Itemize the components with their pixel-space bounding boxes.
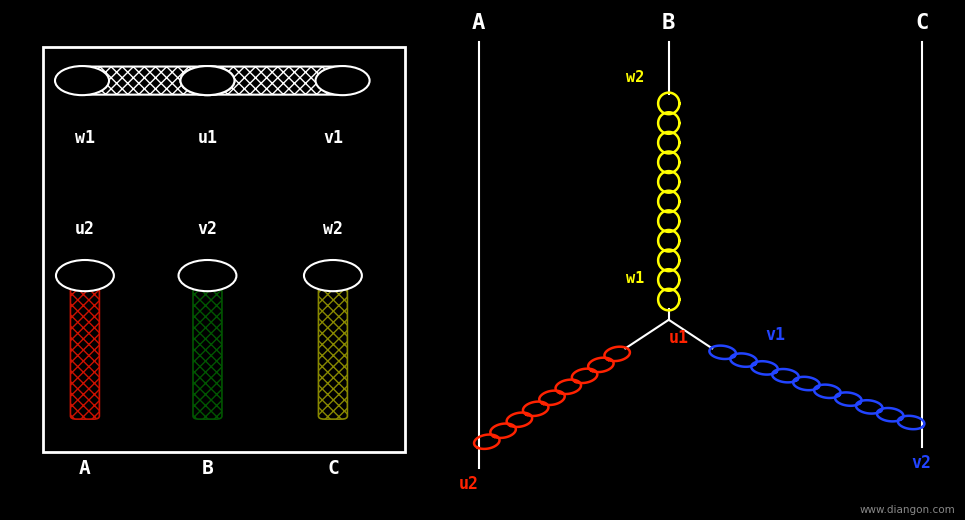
- Circle shape: [179, 260, 236, 291]
- Circle shape: [180, 66, 234, 95]
- Circle shape: [55, 66, 109, 95]
- Text: A: A: [472, 14, 485, 33]
- Text: w1: w1: [75, 129, 95, 147]
- Text: u2: u2: [75, 220, 95, 238]
- Text: B: B: [662, 14, 675, 33]
- FancyBboxPatch shape: [193, 285, 222, 419]
- Text: w2: w2: [626, 71, 645, 85]
- Text: u2: u2: [459, 475, 479, 492]
- FancyBboxPatch shape: [74, 67, 215, 95]
- Text: v2: v2: [912, 454, 931, 472]
- FancyBboxPatch shape: [318, 285, 347, 419]
- Text: u1: u1: [198, 129, 217, 147]
- FancyBboxPatch shape: [70, 285, 99, 419]
- Text: www.diangon.com: www.diangon.com: [860, 505, 955, 515]
- Text: C: C: [327, 459, 339, 477]
- FancyBboxPatch shape: [200, 67, 350, 95]
- Circle shape: [304, 260, 362, 291]
- Circle shape: [56, 260, 114, 291]
- Text: v2: v2: [198, 220, 217, 238]
- Bar: [43, 47, 405, 452]
- Circle shape: [316, 66, 370, 95]
- Text: v1: v1: [765, 327, 785, 344]
- Text: A: A: [79, 459, 91, 477]
- Text: B: B: [202, 459, 213, 477]
- Text: v1: v1: [323, 129, 343, 147]
- Circle shape: [180, 66, 234, 95]
- Text: w1: w1: [626, 271, 645, 285]
- Text: C: C: [915, 14, 928, 33]
- Text: u1: u1: [669, 329, 688, 347]
- Text: w2: w2: [323, 220, 343, 238]
